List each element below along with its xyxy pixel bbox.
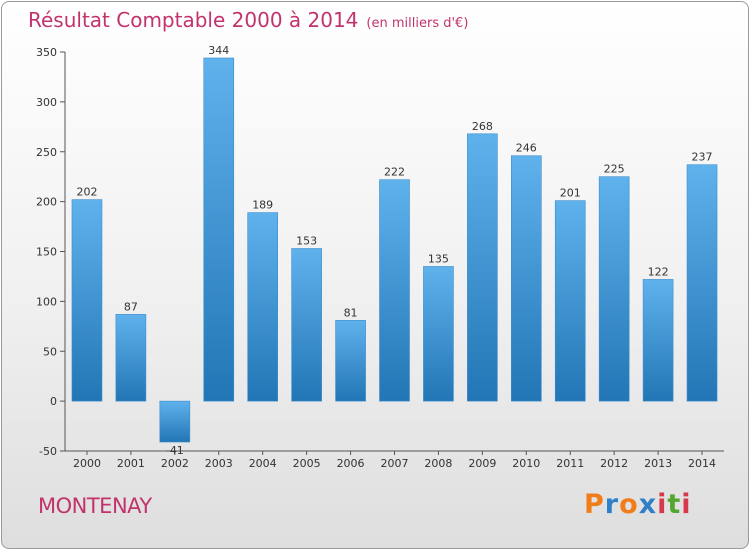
bar: [510, 155, 542, 402]
x-tick-label: 2013: [644, 457, 672, 470]
x-tick-label: 2003: [205, 457, 233, 470]
y-tick-label: 300: [36, 96, 57, 109]
x-tick-label: 2007: [381, 457, 409, 470]
data-label: 268: [472, 120, 493, 133]
y-tick-label: 200: [36, 196, 57, 209]
y-tick-label: 100: [36, 295, 57, 308]
proxiti-logo: Proxiti: [584, 489, 692, 520]
bar: [159, 400, 191, 443]
bar: [247, 212, 278, 402]
logo-letter: i: [681, 489, 692, 520]
data-label: 344: [208, 44, 229, 57]
bar: [642, 279, 674, 402]
logo-letter: t: [667, 489, 682, 520]
x-tick-label: 2004: [249, 457, 277, 470]
x-tick-label: 2011: [556, 457, 584, 470]
y-tick-label: 350: [36, 46, 57, 59]
x-tick-label: 2001: [117, 457, 145, 470]
bar: [379, 179, 410, 402]
x-tick-label: 2006: [337, 457, 365, 470]
data-label: 153: [296, 235, 317, 248]
x-tick-label: 2000: [73, 457, 101, 470]
y-tick-label: 0: [50, 395, 57, 408]
data-label: 135: [428, 252, 449, 265]
x-tick-label: 2009: [468, 457, 496, 470]
logo-letter: x: [638, 489, 658, 520]
commune-name: MONTENAY: [38, 494, 152, 518]
data-label: 87: [124, 300, 138, 313]
y-tick-label: -50: [39, 445, 57, 458]
data-label: 81: [344, 306, 358, 319]
y-tick-label: 150: [36, 246, 57, 259]
bar: [598, 176, 630, 402]
y-tick-label: 250: [36, 146, 57, 159]
chart-bars: 202 87 -41 344 189 153 81 222 135 268 246 201 225 122…: [71, 44, 718, 457]
logo-letter: r: [604, 489, 620, 520]
chart-axes: -50 0 50 100 150 200 250 300 350 2000 2001 2002 2003…: [36, 46, 724, 470]
data-label: 237: [692, 151, 713, 164]
bar: [71, 199, 103, 402]
bar: [203, 57, 235, 402]
x-tick-label: 2014: [688, 457, 716, 470]
x-tick-label: 2002: [161, 457, 189, 470]
bar: [423, 266, 454, 402]
data-label: 201: [560, 187, 581, 200]
x-tick-label: 2008: [424, 457, 452, 470]
y-tick-label: 50: [43, 345, 57, 358]
data-label: -41: [166, 444, 184, 457]
bar: [115, 314, 147, 402]
x-tick-label: 2005: [293, 457, 321, 470]
logo-letter: o: [619, 489, 639, 520]
data-label: 246: [516, 142, 537, 155]
chart-title: Résultat Comptable 2000 à 2014 (en millie…: [28, 8, 469, 32]
x-tick-label: 2012: [600, 457, 628, 470]
logo-letter: P: [584, 489, 605, 520]
chart-subtitle: (en milliers d'€): [366, 16, 469, 31]
data-label: 189: [252, 199, 273, 212]
data-label: 225: [604, 163, 625, 176]
data-label: 222: [384, 166, 405, 179]
bar: [291, 248, 322, 402]
bar: [686, 164, 718, 402]
x-tick-label: 2010: [512, 457, 540, 470]
bar: [554, 200, 586, 402]
data-label: 202: [76, 186, 97, 199]
data-label: 122: [648, 265, 669, 278]
bar: [467, 133, 498, 402]
bar: [335, 320, 366, 402]
logo-letter: i: [657, 489, 668, 520]
